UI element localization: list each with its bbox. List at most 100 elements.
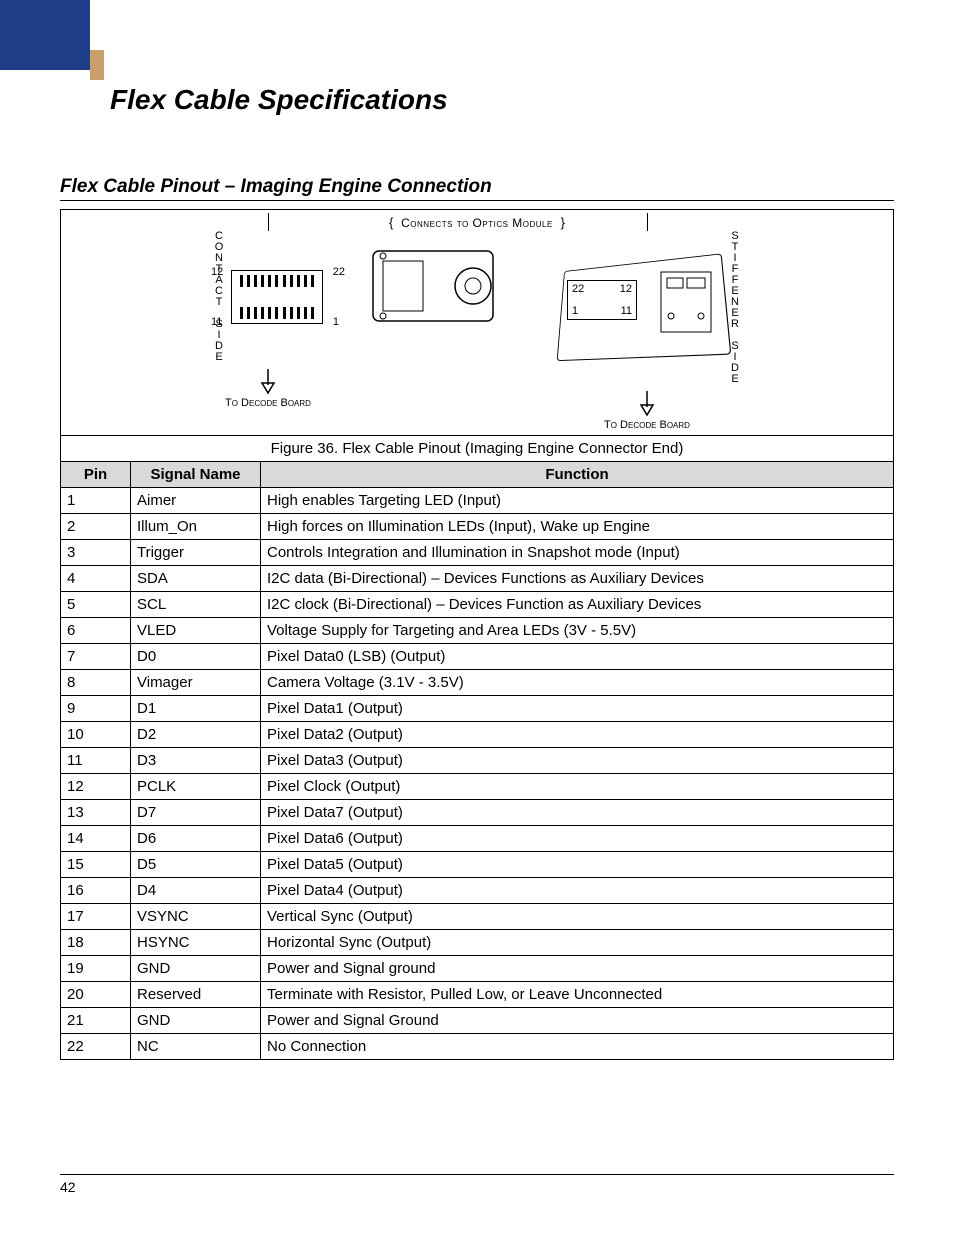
cell-signal: VLED (131, 618, 261, 644)
pinout-table: { Connects to Optics Module } CONTACT SI… (60, 209, 894, 1060)
cell-func: Pixel Data0 (LSB) (Output) (261, 644, 894, 670)
table-row: 6VLEDVoltage Supply for Targeting and Ar… (61, 618, 894, 644)
table-row: 1AimerHigh enables Targeting LED (Input) (61, 488, 894, 514)
cell-func: Pixel Data3 (Output) (261, 748, 894, 774)
figure-brace-label: { Connects to Optics Module } (67, 214, 887, 231)
table-row: 2Illum_OnHigh forces on Illumination LED… (61, 514, 894, 540)
cell-func: I2C clock (Bi-Directional) – Devices Fun… (261, 592, 894, 618)
cell-pin: 7 (61, 644, 131, 670)
cell-func: No Connection (261, 1034, 894, 1060)
cell-signal: D5 (131, 852, 261, 878)
col-header-signal: Signal Name (131, 462, 261, 488)
page-title: Flex Cable Specifications (60, 0, 894, 116)
stiffener-side-label: STIFFENER SIDE (729, 231, 741, 385)
cell-signal: D4 (131, 878, 261, 904)
table-row: 21GNDPower and Signal Ground (61, 1008, 894, 1034)
col-header-function: Function (261, 462, 894, 488)
table-row: 20ReservedTerminate with Resistor, Pulle… (61, 982, 894, 1008)
corner-blue-block (0, 0, 90, 70)
left-module: CONTACT SIDE 12 22 11 1 (213, 231, 323, 409)
pin-label-11: 11 (211, 316, 222, 328)
page-number: 42 (60, 1179, 76, 1195)
cell-pin: 12 (61, 774, 131, 800)
arrow-down-icon-right (636, 391, 658, 417)
table-row: 19GNDPower and Signal ground (61, 956, 894, 982)
cell-pin: 16 (61, 878, 131, 904)
board-pin-22: 22 (572, 283, 584, 295)
cell-pin: 10 (61, 722, 131, 748)
cell-signal: D7 (131, 800, 261, 826)
pcb-detail-icon (657, 266, 717, 346)
cell-func: Pixel Data4 (Output) (261, 878, 894, 904)
cell-func: Camera Voltage (3.1V - 3.5V) (261, 670, 894, 696)
table-row: 9D1Pixel Data1 (Output) (61, 696, 894, 722)
corner-tan-block (90, 50, 104, 80)
cell-signal: Aimer (131, 488, 261, 514)
figure-cell: { Connects to Optics Module } CONTACT SI… (61, 210, 894, 436)
caption-row: Figure 36. Flex Cable Pinout (Imaging En… (61, 436, 894, 462)
table-header-row: Pin Signal Name Function (61, 462, 894, 488)
cell-pin: 8 (61, 670, 131, 696)
cell-func: Vertical Sync (Output) (261, 904, 894, 930)
cell-func: Pixel Data6 (Output) (261, 826, 894, 852)
table-row: 7D0Pixel Data0 (LSB) (Output) (61, 644, 894, 670)
cell-pin: 17 (61, 904, 131, 930)
cell-pin: 4 (61, 566, 131, 592)
cell-func: High enables Targeting LED (Input) (261, 488, 894, 514)
cell-func: Pixel Data5 (Output) (261, 852, 894, 878)
figure-diagram: CONTACT SIDE 12 22 11 1 (67, 231, 887, 431)
cell-func: Terminate with Resistor, Pulled Low, or … (261, 982, 894, 1008)
cell-func: Pixel Data2 (Output) (261, 722, 894, 748)
board-pin-12: 12 (620, 283, 632, 295)
cell-signal: Illum_On (131, 514, 261, 540)
cell-func: Pixel Data7 (Output) (261, 800, 894, 826)
cell-signal: Vimager (131, 670, 261, 696)
cell-func: Power and Signal ground (261, 956, 894, 982)
cell-signal: D6 (131, 826, 261, 852)
cell-func: Controls Integration and Illumination in… (261, 540, 894, 566)
cell-signal: GND (131, 956, 261, 982)
cell-signal: SDA (131, 566, 261, 592)
pin-label-1: 1 (333, 316, 339, 328)
cell-signal: D0 (131, 644, 261, 670)
engine-sketch (363, 231, 513, 345)
cell-signal: Trigger (131, 540, 261, 566)
decode-board-label-right: To Decode Board (604, 419, 690, 431)
figure-caption: Figure 36. Flex Cable Pinout (Imaging En… (61, 436, 894, 462)
table-row: 8VimagerCamera Voltage (3.1V - 3.5V) (61, 670, 894, 696)
cell-signal: SCL (131, 592, 261, 618)
cell-pin: 13 (61, 800, 131, 826)
table-row: 14D6Pixel Data6 (Output) (61, 826, 894, 852)
table-row: 15D5Pixel Data5 (Output) (61, 852, 894, 878)
cell-signal: HSYNC (131, 930, 261, 956)
section-subtitle: Flex Cable Pinout – Imaging Engine Conne… (60, 176, 894, 201)
table-row: 22NCNo Connection (61, 1034, 894, 1060)
page-footer: 42 (60, 1174, 894, 1195)
cell-signal: D2 (131, 722, 261, 748)
table-row: 12PCLKPixel Clock (Output) (61, 774, 894, 800)
table-row: 3TriggerControls Integration and Illumin… (61, 540, 894, 566)
cell-pin: 3 (61, 540, 131, 566)
board-pin-11: 11 (621, 305, 632, 317)
decode-board-label-left: To Decode Board (225, 397, 311, 409)
cell-signal: VSYNC (131, 904, 261, 930)
cell-pin: 20 (61, 982, 131, 1008)
cell-func: I2C data (Bi-Directional) – Devices Func… (261, 566, 894, 592)
brace-connector-line-right (647, 213, 648, 231)
pin-label-22: 22 (333, 266, 345, 278)
cell-func: Horizontal Sync (Output) (261, 930, 894, 956)
contact-side-label: CONTACT SIDE (213, 231, 225, 363)
engine-outline-icon (363, 231, 513, 341)
cell-pin: 19 (61, 956, 131, 982)
cell-func: Pixel Clock (Output) (261, 774, 894, 800)
table-row: 4SDAI2C data (Bi-Directional) – Devices … (61, 566, 894, 592)
cell-pin: 22 (61, 1034, 131, 1060)
cell-func: Pixel Data1 (Output) (261, 696, 894, 722)
table-row: 5SCLI2C clock (Bi-Directional) – Devices… (61, 592, 894, 618)
cell-pin: 11 (61, 748, 131, 774)
cell-signal: D3 (131, 748, 261, 774)
right-module: 12 22 1 11 (553, 231, 741, 431)
cell-pin: 2 (61, 514, 131, 540)
cell-func: High forces on Illumination LEDs (Input)… (261, 514, 894, 540)
figure-row: { Connects to Optics Module } CONTACT SI… (61, 210, 894, 436)
